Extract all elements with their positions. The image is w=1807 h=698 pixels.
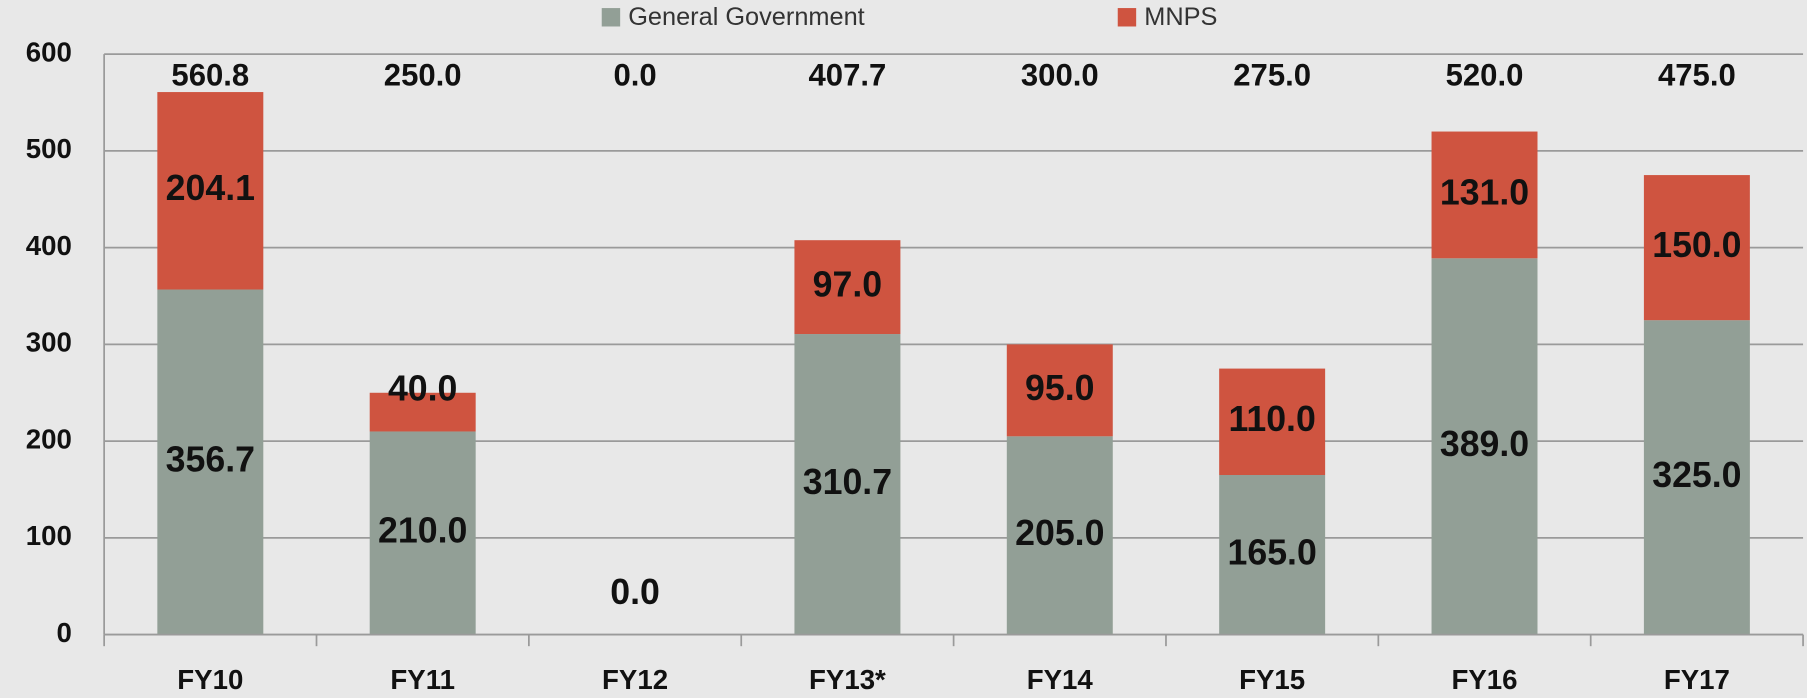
x-tick-label: FY13* — [809, 664, 886, 695]
x-tick-label: FY16 — [1452, 664, 1518, 695]
value-label: 110.0 — [1228, 399, 1315, 439]
bar-segment — [1006, 436, 1113, 635]
total-label: 275.0 — [1233, 57, 1311, 92]
bar-segment — [794, 240, 901, 335]
legend-swatch — [601, 8, 621, 27]
value-label: 165.0 — [1227, 532, 1316, 572]
legend-label: General Government — [628, 3, 865, 31]
y-tick-label: 300 — [26, 327, 72, 358]
bar-segment — [794, 334, 901, 635]
total-label: 250.0 — [384, 57, 462, 92]
x-tick-label: FY12 — [602, 664, 668, 695]
bar-segment — [157, 92, 264, 290]
total-label: 300.0 — [1021, 57, 1099, 92]
y-tick-label: 400 — [26, 230, 72, 261]
y-tick-label: 100 — [26, 520, 72, 551]
x-tick-label: FY15 — [1239, 664, 1305, 695]
y-tick-label: 0 — [57, 617, 72, 648]
value-label: 356.7 — [166, 440, 255, 480]
value-label: 150.0 — [1652, 225, 1741, 265]
y-tick-label: 200 — [26, 423, 72, 454]
value-label: 389.0 — [1440, 424, 1529, 464]
bar-segment — [1219, 475, 1326, 635]
bar-segment — [1431, 131, 1538, 259]
y-tick-label: 600 — [26, 36, 72, 67]
total-label: 0.0 — [613, 57, 656, 92]
bar-segment — [157, 289, 264, 635]
bar-segment — [1643, 175, 1750, 321]
bar-segment — [1219, 368, 1326, 476]
total-label: 407.7 — [809, 57, 887, 92]
value-label: 97.0 — [813, 265, 882, 305]
value-label: 325.0 — [1652, 455, 1741, 495]
value-label: 210.0 — [378, 510, 467, 550]
total-label: 520.0 — [1446, 57, 1524, 92]
bar-segment — [369, 392, 476, 432]
x-tick-label: FY17 — [1664, 664, 1730, 695]
x-tick-label: FY10 — [177, 664, 243, 695]
legend-label: MNPS — [1144, 3, 1217, 31]
legend-swatch — [1117, 8, 1137, 27]
value-label: 95.0 — [1025, 368, 1094, 408]
value-label: 0.0 — [610, 572, 660, 612]
bar-segment — [369, 431, 476, 635]
bar-segment — [1006, 344, 1113, 437]
bar-segment — [1643, 320, 1750, 635]
value-label: 310.7 — [803, 462, 892, 502]
value-label: 204.1 — [166, 168, 255, 208]
total-label: 475.0 — [1658, 57, 1736, 92]
value-label: 205.0 — [1015, 513, 1104, 553]
x-tick-label: FY14 — [1027, 664, 1094, 695]
value-label: 40.0 — [388, 369, 457, 409]
value-label: 131.0 — [1440, 172, 1529, 212]
bar-segment — [1431, 258, 1538, 635]
total-label: 560.8 — [171, 57, 249, 92]
y-tick-label: 500 — [26, 133, 72, 164]
x-tick-label: FY11 — [390, 664, 455, 695]
